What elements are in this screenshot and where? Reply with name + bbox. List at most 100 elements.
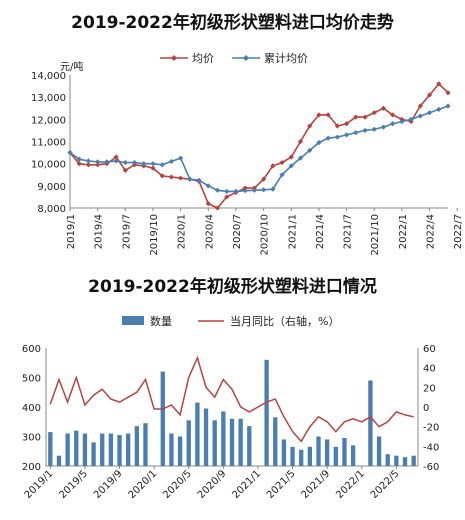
series-2-point: [288, 163, 294, 169]
series-2-point: [150, 161, 156, 167]
series-1-point: [288, 154, 294, 160]
bar: [212, 420, 217, 466]
x-tick-label: 2021/5: [265, 468, 298, 501]
bar: [82, 433, 88, 466]
series-1-point: [76, 161, 82, 167]
bar: [411, 455, 416, 466]
series-1-point: [297, 138, 304, 145]
series-1-point: [325, 112, 331, 118]
x-tick-label: 2020/10: [260, 214, 271, 256]
series-1-point: [380, 105, 387, 111]
x-tick-label: 2019/9: [92, 468, 125, 501]
chart1-title: 2019-2022年初级形状塑料进口均价走势: [71, 13, 394, 33]
bar: [333, 446, 338, 466]
x-tick-label: 2020/7: [232, 214, 243, 249]
series-2-point: [224, 188, 230, 194]
bar: [169, 433, 174, 466]
x-tick-label: 2021/1: [230, 468, 263, 501]
x-tick-label: 2022/1: [334, 468, 367, 501]
x-tick-label: 2021/7: [343, 214, 354, 249]
right-y-tick-label: -40: [423, 442, 439, 453]
series-1-point: [270, 163, 276, 169]
bar: [307, 446, 313, 466]
series-2-point: [353, 130, 359, 136]
legend-label-1: 均价: [192, 52, 214, 65]
series-1-point: [426, 92, 433, 98]
series-2-point: [445, 103, 451, 109]
bar: [126, 433, 131, 466]
bar: [316, 436, 321, 466]
series-2-point: [261, 187, 267, 193]
x-tick-label: 2020/4: [204, 214, 215, 249]
bar: [48, 432, 53, 466]
series-2-point: [307, 147, 313, 153]
left-y-tick-label: 200: [22, 462, 41, 473]
y-tick-label: 8,000: [37, 204, 66, 215]
legend-label-line: 当月同比（右轴，%）: [230, 314, 339, 328]
bar: [368, 380, 373, 466]
series-2-point: [390, 121, 396, 127]
series-2-point: [242, 188, 248, 194]
left-y-tick-label: 600: [22, 344, 41, 355]
series-2-point: [380, 124, 387, 130]
series-2-point: [76, 156, 82, 162]
series-2-point: [168, 158, 175, 165]
bar: [385, 454, 390, 466]
x-tick-label: 2020/9: [196, 468, 229, 501]
bar: [203, 408, 209, 466]
series-1-point: [334, 123, 340, 129]
series-1-point: [371, 110, 377, 116]
series-1-point: [122, 167, 128, 173]
series-2-point: [362, 127, 368, 134]
series-1-point: [113, 154, 119, 160]
series-1-point: [214, 205, 221, 211]
x-tick-label: 2019/4: [94, 214, 105, 249]
bar: [134, 426, 139, 466]
legend-label-bars: 数量: [150, 315, 172, 328]
legend-label-2: 累计均价: [264, 52, 308, 65]
price-trend-chart: 8,000 9,000 10,000 11,000 12,000 13,000 14,000…: [31, 52, 464, 256]
bar: [221, 411, 226, 466]
series-2-point: [399, 118, 405, 125]
x-tick-label: 2022/1: [398, 214, 409, 249]
left-y-tick-label: 400: [22, 403, 41, 414]
series-2-point: [251, 187, 257, 193]
y-tick-label: 10,000: [31, 160, 66, 171]
series-2-point: [426, 110, 433, 116]
series-1-point: [279, 159, 285, 166]
x-tick-label: 2020/1: [127, 468, 160, 501]
x-tick-label: 2020/5: [161, 468, 194, 501]
bar: [143, 423, 148, 466]
left-y-tick-label: 300: [22, 433, 41, 444]
series-2-point: [297, 155, 304, 161]
x-tick-label: 2021/10: [370, 214, 381, 256]
series-2-point: [205, 183, 211, 189]
chart2-title: 2019-2022年初级形状塑料进口情况: [88, 277, 377, 297]
series-2-point: [67, 149, 73, 156]
x-tick-label: 2022/4: [426, 214, 437, 249]
bar: [74, 430, 79, 466]
bar: [100, 433, 105, 466]
series-2-point: [131, 159, 138, 166]
series-1-point: [150, 165, 156, 171]
x-tick-label: 2021/4: [315, 214, 326, 249]
series-2-point: [334, 134, 340, 140]
bar: [195, 402, 200, 466]
x-tick-label: 2021/1: [287, 214, 298, 249]
bar: [290, 446, 295, 466]
series-2-point: [122, 159, 128, 166]
x-tick-label: 2019/7: [121, 214, 132, 249]
bar: [342, 437, 347, 466]
series-2-point: [325, 135, 331, 141]
x-tick-label: 2021/9: [300, 468, 333, 501]
bar: [108, 433, 114, 466]
y-tick-label: 9,000: [37, 182, 66, 193]
bar: [264, 359, 269, 466]
bar: [281, 439, 287, 466]
series-1-point: [445, 90, 451, 96]
series-1-point: [417, 103, 423, 109]
series-2-point: [159, 162, 165, 168]
series-2-point: [343, 132, 350, 138]
series-1-point: [362, 114, 368, 120]
